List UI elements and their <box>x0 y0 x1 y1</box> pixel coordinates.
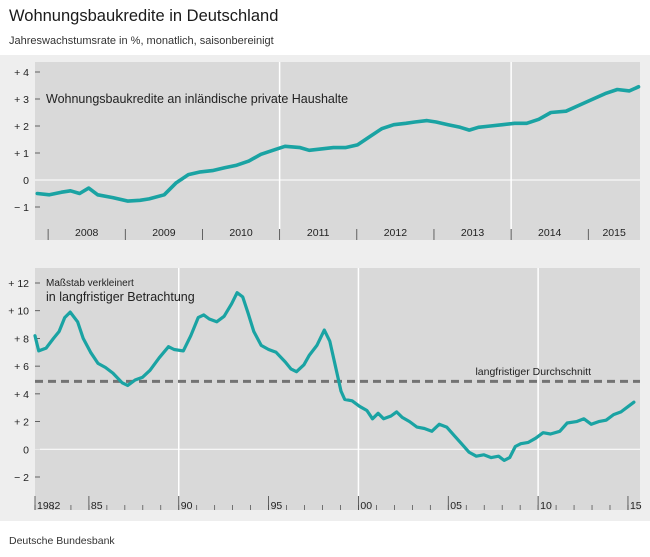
average-label: langfristiger Durchschnitt <box>475 366 591 378</box>
year-label: 2013 <box>461 227 485 239</box>
y-tick-label: + 8 <box>14 333 29 345</box>
y-tick-label: + 2 <box>14 417 29 429</box>
plot-background <box>35 62 640 240</box>
source-note: Deutsche Bundesbank <box>9 535 115 547</box>
x-tick-label: 90 <box>181 500 193 512</box>
x-tick-label: 00 <box>360 500 372 512</box>
plot-background <box>35 268 640 510</box>
y-tick-label: + 3 <box>14 94 29 106</box>
chart-subtitle: Jahreswachstumsrate in %, monatlich, sai… <box>9 35 274 47</box>
series-line <box>33 291 636 462</box>
y-tick-label: + 12 <box>8 278 29 290</box>
series-line <box>35 85 641 203</box>
y-tick-label: 0 <box>23 444 29 456</box>
y-tick-label: + 4 <box>14 389 29 401</box>
y-tick-label: − 1 <box>14 202 29 214</box>
y-tick-label: 0 <box>23 175 29 187</box>
x-tick-label: 10 <box>540 500 552 512</box>
year-label: 2010 <box>229 227 253 239</box>
panel-title: Wohnungsbaukredite an inländische privat… <box>46 92 348 106</box>
y-tick-label: + 1 <box>14 148 29 160</box>
year-label: 2008 <box>75 227 99 239</box>
panel-top: − 1 0 + 1 + 2 + 3 + 4 2008 2009 2010 2011 2012 2013… <box>14 62 641 240</box>
chart-title: Wohnungsbaukredite in Deutschland <box>9 7 279 25</box>
year-label: 2015 <box>602 227 626 239</box>
x-tick-label: 05 <box>450 500 462 512</box>
x-tick-label: 85 <box>91 500 103 512</box>
year-label: 2011 <box>307 227 330 239</box>
y-tick-label: − 2 <box>14 472 29 484</box>
panel-subtitle: Maßstab verkleinert <box>46 278 134 289</box>
y-tick-label: + 6 <box>14 361 29 373</box>
y-tick-label: + 2 <box>14 121 29 133</box>
year-label: 2009 <box>152 227 176 239</box>
x-tick-label: 1982 <box>37 500 61 512</box>
x-tick-label: 95 <box>271 500 283 512</box>
panel-title: in langfristiger Betrachtung <box>46 290 195 304</box>
panel-bottom: − 2 0 + 2 + 4 + 6 + 8 + 10 + 12 1982 85 90 95 00 05 10… <box>8 268 642 512</box>
year-label: 2012 <box>384 227 408 239</box>
y-tick-label: + 4 <box>14 67 29 79</box>
year-label: 2014 <box>538 227 562 239</box>
y-tick-label: + 10 <box>8 306 29 318</box>
x-tick-label: 15 <box>630 500 642 512</box>
